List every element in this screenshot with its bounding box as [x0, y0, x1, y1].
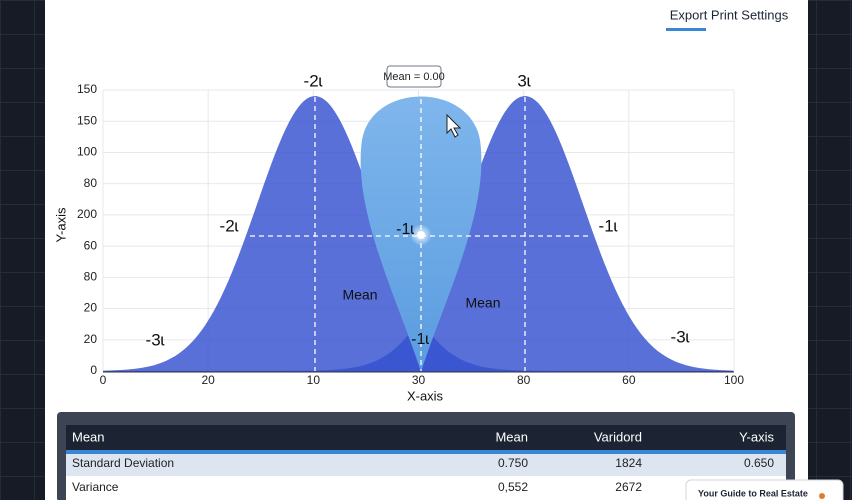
y-tick-label: 100	[77, 145, 97, 159]
table-cell: 0,552	[498, 480, 528, 494]
card-title[interactable]: Your Guide to Real Estate	[698, 488, 808, 498]
tooltip-box	[386, 65, 442, 88]
y-tick-label: 80	[84, 176, 98, 190]
y-tick-label: 200	[77, 207, 97, 221]
table: Mean Mean Varidord Y-axis Standard Deviation…	[57, 412, 795, 500]
column-header: Mean	[72, 429, 105, 444]
annotation: 3ɩ	[517, 71, 530, 90]
x-tick-label: 0	[100, 373, 107, 387]
x-tick-label: 80	[517, 373, 531, 387]
table-header	[66, 425, 786, 451]
y-axis-title: Y-axis	[53, 207, 68, 242]
export-link[interactable]: Export Print Settings	[670, 7, 789, 22]
header-accent	[66, 450, 786, 454]
y-tick-label: 20	[84, 332, 98, 346]
card-box[interactable]	[685, 479, 844, 500]
annotation: -3ɩ	[671, 327, 690, 346]
table-cell: Variance	[72, 480, 119, 494]
table-cell: 0.650	[744, 456, 774, 470]
annotation: -3ɩ	[146, 330, 165, 349]
annotation: -1ɩ	[396, 221, 414, 238]
y-tick-label: 80	[84, 270, 98, 284]
annotation: -2ɩ	[304, 71, 323, 90]
annotation: Mean	[342, 287, 377, 303]
x-tick-label: 30	[412, 373, 426, 387]
card-icon	[819, 493, 825, 499]
column-header: Y-axis	[739, 429, 774, 444]
table-row	[66, 476, 786, 500]
overlay: -2ɩ 3ɩ -2ɩ -1ɩ -1ɩ Mean Mean -1ɩ -3ɩ -3ɩ Mean = 0.…	[146, 65, 690, 371]
tooltip: Mean = 0.00	[383, 71, 444, 83]
x-tick-label: 100	[724, 373, 744, 387]
annotation: -1ɩ	[411, 331, 429, 348]
table-cell: 1824	[615, 456, 642, 470]
x-axis-title: X-axis	[407, 388, 444, 403]
x-tick-label: 60	[622, 373, 636, 387]
y-tick-label: 150	[77, 82, 97, 96]
mean-dot	[417, 231, 425, 239]
tab-underline	[666, 28, 706, 31]
y-tick-label: 60	[84, 238, 98, 252]
promo-card[interactable]: Your Guide to Real Estate	[685, 479, 844, 500]
y-tick-label: 0	[90, 363, 97, 377]
table-cell: 0.750	[498, 456, 528, 470]
bell-right	[103, 96, 734, 372]
annotation: -2ɩ	[220, 216, 239, 235]
y-tick-label: 150	[77, 113, 97, 127]
x-tick-label: 10	[307, 373, 321, 387]
cursor	[446, 113, 462, 138]
annotation: -1ɩ	[599, 216, 618, 235]
table-cell: 2672	[615, 480, 642, 494]
column-header: Mean	[495, 429, 528, 444]
x-tick-label: 20	[201, 373, 215, 387]
annotation: Mean	[465, 295, 500, 311]
table-cell: Standard Deviation	[72, 456, 174, 470]
table-row	[66, 454, 786, 476]
column-header: Varidord	[594, 429, 642, 444]
y-tick-label: 20	[84, 301, 98, 315]
bell-left	[103, 96, 734, 372]
